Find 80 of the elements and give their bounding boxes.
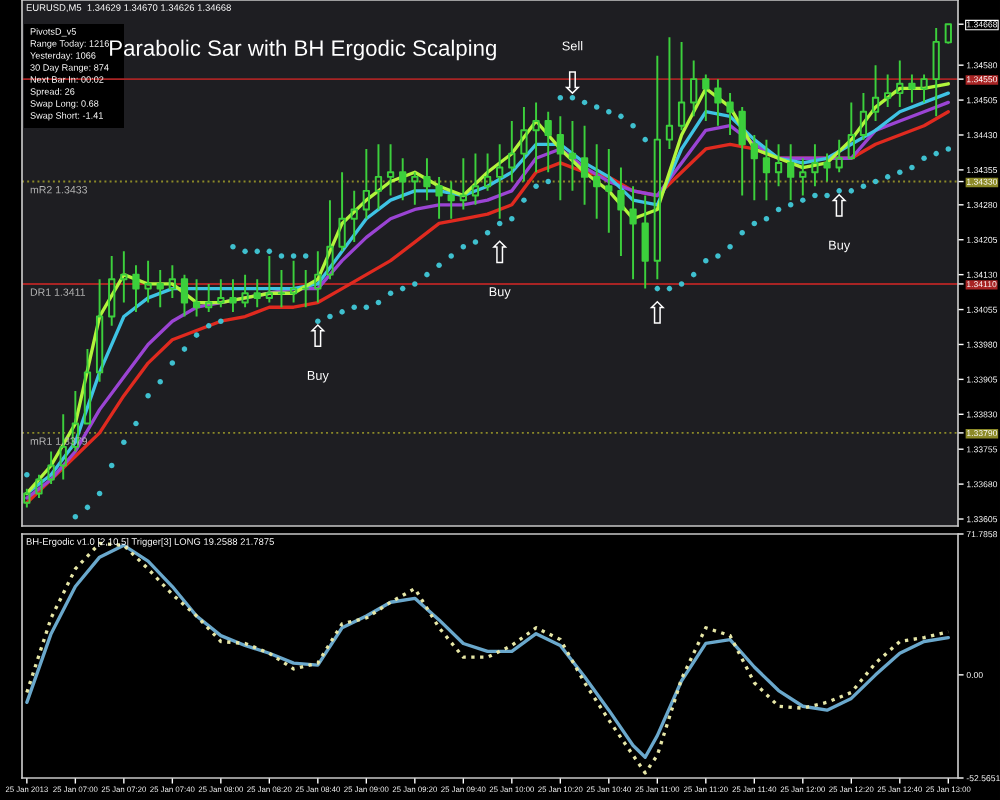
candlestick — [132, 264, 140, 313]
candlestick — [168, 264, 176, 299]
candlestick — [859, 92, 868, 141]
candlestick — [496, 143, 504, 220]
candlestick — [835, 138, 843, 174]
candlestick — [253, 278, 261, 309]
candlestick — [726, 92, 734, 136]
candlestick — [399, 157, 407, 202]
candlestick — [556, 115, 564, 202]
candlestick — [471, 152, 480, 206]
candlestick — [787, 143, 795, 202]
candlestick — [774, 143, 783, 188]
candlestick — [605, 147, 613, 234]
candlestick — [920, 73, 928, 104]
candlestick — [520, 106, 528, 183]
candlestick — [314, 250, 322, 304]
candlestick — [653, 54, 661, 281]
candlestick — [229, 278, 237, 313]
candlestick — [932, 26, 940, 118]
candlestick — [386, 143, 395, 197]
candlestick — [641, 194, 649, 290]
candlestick — [338, 171, 346, 253]
candlestick — [423, 157, 431, 202]
candlestick — [35, 473, 43, 500]
candlestick — [944, 22, 952, 45]
candlestick — [120, 250, 128, 304]
text: Parabolic Sar with BH Ergodic Scalping — [110, 39, 496, 61]
candlestick — [896, 59, 904, 109]
candlestick — [217, 278, 225, 309]
candlestick — [241, 273, 249, 309]
candlestick — [156, 269, 164, 309]
candlestick — [508, 120, 516, 183]
candlestick — [205, 282, 213, 313]
candlestick — [665, 36, 674, 150]
candlestick — [23, 487, 31, 509]
candlestick — [277, 269, 286, 309]
candlestick — [593, 143, 601, 220]
candlestick — [568, 120, 577, 192]
candlestick — [799, 157, 807, 197]
candlestick — [617, 166, 625, 257]
annotation: ⇧ — [649, 300, 665, 324]
candlestick — [362, 147, 370, 220]
candlestick — [823, 152, 831, 183]
candlestick — [180, 273, 189, 318]
candlestick — [108, 255, 116, 327]
candlestick — [750, 134, 758, 202]
candlestick — [447, 180, 455, 220]
candlestick — [326, 199, 334, 281]
candlestick — [677, 40, 686, 132]
candlestick — [847, 101, 855, 160]
candlestick — [811, 143, 819, 188]
candlestick — [714, 78, 722, 127]
candlestick — [302, 269, 310, 309]
candlestick — [192, 278, 201, 318]
candlestick — [884, 73, 892, 109]
candlestick — [350, 189, 358, 244]
candlestick — [908, 73, 916, 104]
candlestick — [265, 255, 273, 304]
candlestick — [544, 110, 552, 174]
candlestick — [690, 59, 698, 118]
candlestick — [871, 64, 880, 122]
candlestick — [762, 138, 771, 202]
candlestick — [411, 171, 419, 206]
annotation: ⇧ — [831, 193, 847, 217]
candlestick — [144, 259, 152, 304]
candlestick — [83, 348, 92, 425]
annotation: ⇧ — [310, 323, 326, 347]
candlestick — [459, 157, 467, 211]
candlestick — [532, 101, 540, 174]
candlestick — [629, 185, 637, 281]
candlestick — [580, 124, 589, 206]
candlestick — [47, 450, 55, 486]
annotation: ⇧ — [492, 240, 508, 264]
candlestick — [702, 73, 710, 122]
candlestick — [289, 259, 298, 304]
candlestick — [374, 143, 383, 211]
candlestick — [483, 152, 492, 192]
candlestick — [435, 175, 443, 220]
candlestick — [738, 106, 746, 197]
candlestick — [95, 278, 104, 383]
